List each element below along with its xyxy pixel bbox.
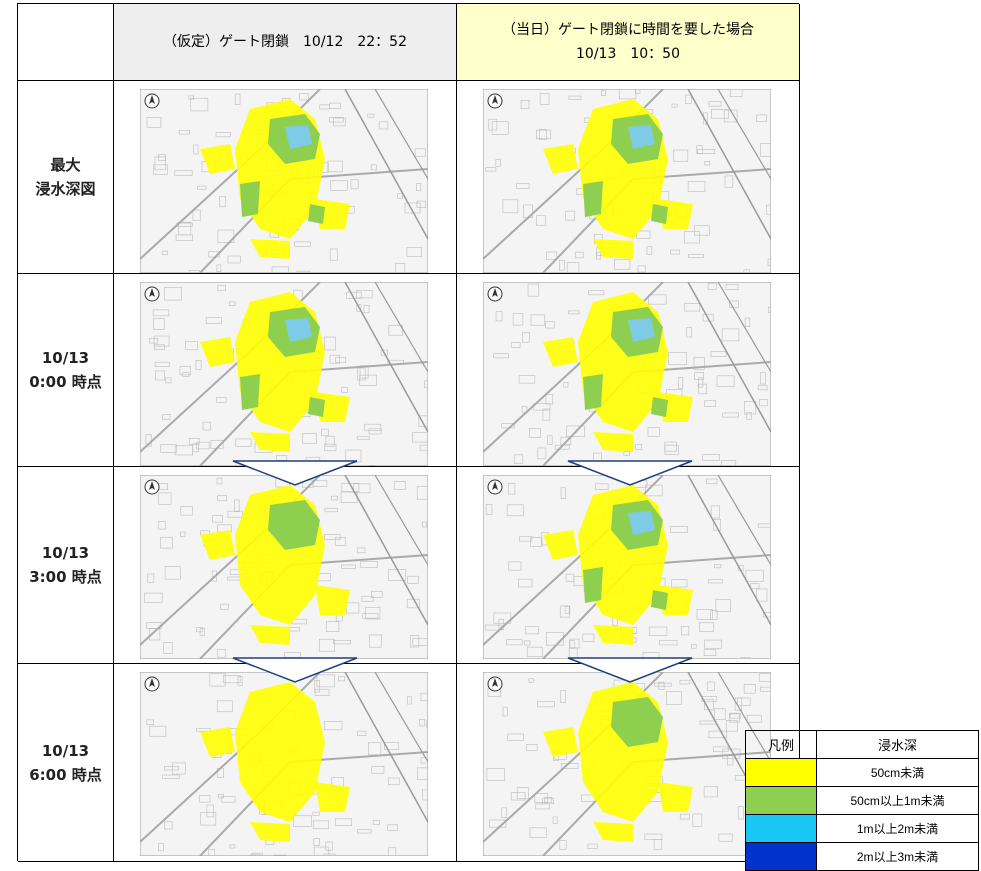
legend-header-row: 凡例 浸水深 [746,731,979,759]
map-cell-actual-0000 [457,274,800,467]
north-arrow-icon [488,480,502,494]
legend-swatch [746,843,817,871]
flood-map [140,672,428,856]
north-arrow-icon [488,94,502,108]
flood-comparison-table: （仮定）ゲート閉鎖 10/12 22：52 （当日）ゲート閉鎖に時間を要した場合… [17,3,799,861]
column-header-assumed-title: （仮定）ゲート閉鎖 10/12 22：52 [163,34,407,50]
flood-map [140,89,428,273]
legend-row: 1m以上2m未満 [746,815,979,843]
column-header-actual: （当日）ゲート閉鎖に時間を要した場合 10/13 10：50 [457,4,800,81]
map-cell-actual-0300 [457,467,800,664]
legend-row: 50cm以上1m未満 [746,787,979,815]
north-arrow-icon [145,480,159,494]
flood-map [140,282,428,466]
legend-label: 1m以上2m未満 [817,815,979,843]
row-label-line2: 3:00 時点 [29,565,102,589]
table-corner [18,4,114,81]
legend-header-depth: 浸水深 [817,731,979,759]
legend-table: 凡例 浸水深 50cm未満 50cm以上1m未満 1m以上2m未満 2m以上3m… [745,730,979,871]
north-arrow-icon [145,677,159,691]
legend-label: 50cm未満 [817,759,979,787]
column-header-assumed: （仮定）ゲート閉鎖 10/12 22：52 [114,4,457,81]
map-cell-assumed-max [114,81,457,274]
flood-map [483,475,771,659]
map-cell-assumed-0300 [114,467,457,664]
map-cell-actual-max [457,81,800,274]
flood-map [483,282,771,466]
legend-label: 50cm以上1m未満 [817,787,979,815]
north-arrow-icon [488,287,502,301]
flood-map [140,475,428,659]
row-label-line2: 0:00 時点 [29,370,102,394]
row-label-max-depth: 最大浸水深図 [18,81,114,274]
map-cell-assumed-0600 [114,664,457,862]
column-header-actual-time: 10/13 10：50 [502,42,754,66]
map-cell-assumed-0000 [114,274,457,467]
north-arrow-icon [488,677,502,691]
legend-swatch [746,759,817,787]
legend-label: 2m以上3m未満 [817,843,979,871]
chevron-down-icon [567,657,693,683]
row-label-line1: 最大 [35,153,95,177]
column-header-actual-title: （当日）ゲート閉鎖に時間を要した場合 [502,18,754,42]
legend-row: 50cm未満 [746,759,979,787]
row-label-line2: 6:00 時点 [29,763,102,787]
flood-map [483,672,771,856]
chevron-down-icon [232,657,358,683]
row-label-line1: 10/13 [29,739,102,763]
row-label-line2: 浸水深図 [35,177,95,201]
chevron-down-icon [232,460,358,486]
north-arrow-icon [145,287,159,301]
legend-row: 2m以上3m未満 [746,843,979,871]
north-arrow-icon [145,94,159,108]
row-label-line1: 10/13 [29,541,102,565]
legend-header-label: 凡例 [746,731,817,759]
legend-swatch [746,787,817,815]
flood-map [483,89,771,273]
legend-swatch [746,815,817,843]
row-label-line1: 10/13 [29,346,102,370]
chevron-down-icon [567,460,693,486]
